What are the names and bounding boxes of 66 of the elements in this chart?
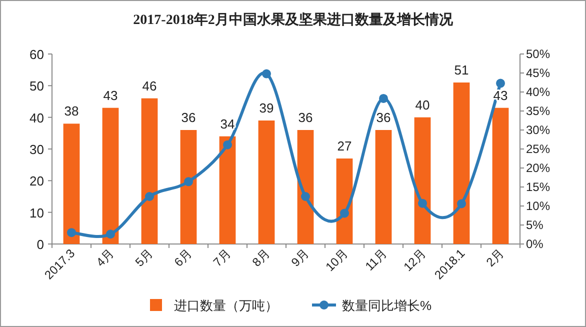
y2-tick-label: 10% [526, 199, 550, 213]
x-tick-label: 5月 [132, 246, 156, 270]
y-tick-label: 0 [36, 237, 44, 252]
y2-tick-label: 50% [526, 47, 550, 61]
x-tick-label: 9月 [288, 246, 312, 270]
data-label: 34 [220, 116, 235, 132]
bar [375, 130, 392, 244]
point [496, 78, 505, 88]
y2-tick-label: 0% [526, 237, 544, 251]
x-tick-label: 8月 [250, 246, 273, 270]
data-label: 36 [181, 110, 196, 125]
point [418, 198, 427, 208]
x-tick-label: 7月 [210, 246, 234, 270]
x-tick-label: 6月 [172, 246, 195, 270]
y-tick-label: 50 [30, 78, 44, 94]
bar [414, 117, 431, 244]
y2-tick-label: 30% [526, 123, 550, 137]
point [262, 69, 271, 78]
y2-tick-label: 35% [526, 104, 550, 118]
point [340, 208, 349, 218]
bar [492, 108, 509, 244]
data-label: 40 [415, 97, 430, 112]
data-label: 39 [259, 100, 274, 116]
data-label: 27 [337, 138, 352, 154]
bar [63, 124, 80, 244]
data-label: 36 [376, 110, 391, 125]
data-label: 43 [103, 88, 118, 103]
y2-tick-label: 5% [526, 218, 544, 232]
y-tick-label: 10 [30, 205, 44, 220]
bar [102, 108, 119, 244]
data-label: 38 [64, 104, 79, 119]
point [106, 230, 115, 239]
bar [180, 130, 197, 244]
bar [219, 136, 236, 244]
data-label: 46 [142, 78, 157, 94]
data-label: 36 [298, 110, 313, 125]
x-tick-label: 10月 [322, 246, 351, 274]
legend-label: 数量同比增长% [342, 298, 432, 313]
x-tick-label: 4月 [94, 246, 117, 270]
bar [258, 120, 275, 244]
x-tick-label: 11月 [362, 246, 390, 274]
y2-tick-label: 20% [526, 161, 550, 175]
legend-label: 进口数量（万吨） [174, 298, 278, 313]
point [184, 177, 193, 186]
data-label: 51 [454, 62, 469, 78]
y2-tick-label: 45% [526, 66, 550, 80]
chart-title: 2017-2018年2月中国水果及坚果进口数量及增长情况 [133, 12, 454, 28]
x-tick-label: 12月 [400, 246, 429, 274]
point [379, 94, 388, 103]
y2-tick-label: 15% [526, 180, 550, 194]
bar [297, 130, 314, 244]
y2-tick-label: 40% [526, 85, 550, 99]
point [67, 228, 76, 238]
point [457, 199, 466, 208]
y2-tick-label: 25% [526, 142, 550, 156]
point [223, 140, 232, 150]
bar [453, 82, 470, 244]
y-tick-label: 60 [30, 47, 44, 62]
x-tick-label: 2月 [484, 246, 507, 270]
bar [141, 98, 158, 244]
y-tick-label: 30 [30, 142, 44, 157]
point [145, 192, 154, 201]
bar [336, 158, 353, 244]
point [301, 192, 310, 201]
y-tick-label: 20 [30, 174, 44, 189]
y-tick-label: 40 [30, 110, 44, 126]
